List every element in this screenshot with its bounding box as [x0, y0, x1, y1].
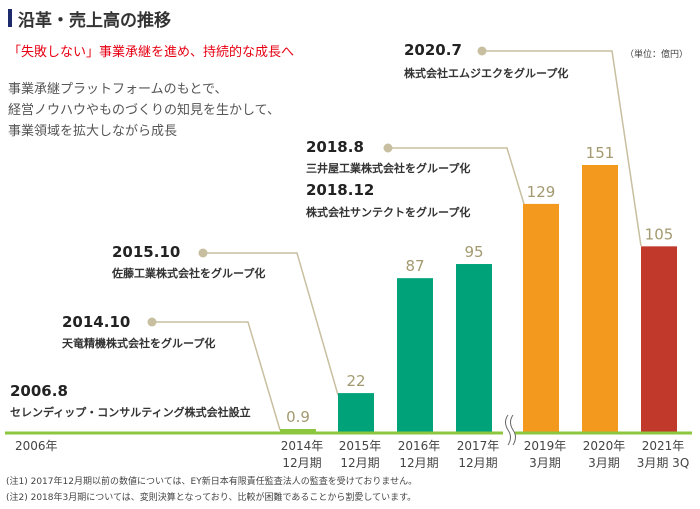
bar: [523, 203, 559, 432]
event-text: セレンディップ・コンサルティング株式会社設立: [10, 406, 251, 419]
x-tick-label: 3月期: [529, 456, 561, 470]
footnote: (注2) 2018年3月期については、変則決算となっており、比較が困難であること…: [6, 493, 417, 503]
x-tick-label: 12月期: [458, 456, 497, 470]
x-tick-label: 2019年: [524, 439, 567, 453]
x-tick-label: 12月期: [340, 456, 379, 470]
event-text: 三井屋工業株式会社をグループ化: [306, 162, 471, 175]
leader-line: [482, 50, 642, 247]
x-axis-start-label: 2006年: [15, 439, 58, 453]
footnote: (注1) 2017年12月期以前の数値については、EY新日本有限責任監査法人の監…: [6, 477, 418, 487]
event-date: 2014.10: [62, 313, 131, 331]
x-tick-label: 2016年: [398, 439, 441, 453]
event-dot: [383, 143, 393, 153]
leader-line: [388, 147, 525, 205]
event-text: 天竜精機株式会社をグループ化: [62, 337, 216, 350]
value-label: 0.9: [286, 408, 310, 426]
x-tick-label: 2020年: [583, 439, 626, 453]
value-label: 129: [527, 183, 556, 201]
value-label: 95: [464, 243, 483, 261]
axis-break-mark: [505, 414, 511, 446]
x-tick-label: 2017年: [457, 439, 500, 453]
event-text: 佐藤工業株式会社をグループ化: [112, 267, 266, 280]
leader-line: [152, 321, 281, 431]
bar: [338, 393, 374, 432]
x-tick-label: 12月期: [399, 456, 438, 470]
value-label: 151: [586, 144, 615, 162]
page-title: 沿革・売上高の推移: [18, 11, 171, 31]
event-date: 2015.10: [112, 243, 181, 261]
event-date: 2006.8: [10, 382, 68, 400]
bar: [582, 165, 618, 432]
bar: [641, 246, 677, 432]
event-dot: [147, 317, 157, 327]
bar: [397, 278, 433, 432]
leader-line: [203, 252, 339, 396]
value-label: 22: [346, 372, 365, 390]
bar: [456, 264, 492, 432]
description-line: 経営ノウハウやものづくりの知見を生かして、: [8, 103, 280, 118]
event-date: 2018.12: [306, 181, 375, 199]
bar: [280, 429, 316, 432]
event-text: 株式会社サンテクトをグループ化: [306, 206, 471, 219]
value-label: 105: [645, 225, 674, 243]
event-dot: [477, 46, 487, 56]
unit-label: （単位：億円）: [625, 50, 689, 60]
x-tick-label: 12月期: [282, 456, 321, 470]
x-tick-label: 3月期: [588, 456, 620, 470]
title-accent-bar: [8, 9, 12, 27]
x-tick-label: 2021年: [642, 439, 685, 453]
event-date: 2020.7: [404, 41, 462, 59]
description-line: 事業領域を拡大しながら成長: [8, 124, 178, 139]
x-tick-label: 2014年: [281, 439, 324, 453]
event-text: 株式会社エムジエクをグループ化: [404, 67, 569, 80]
event-dot: [198, 248, 208, 258]
x-tick-label: 3月期 3Q: [637, 456, 690, 470]
x-tick-label: 2015年: [339, 439, 382, 453]
subtitle: 「失敗しない」事業承継を進め、持続的な成長へ: [8, 45, 295, 60]
value-label: 87: [405, 257, 424, 275]
event-date: 2018.8: [306, 138, 364, 156]
description-line: 事業承継プラットフォームのもとで、: [8, 82, 228, 97]
axis-break-mark: [510, 414, 516, 446]
